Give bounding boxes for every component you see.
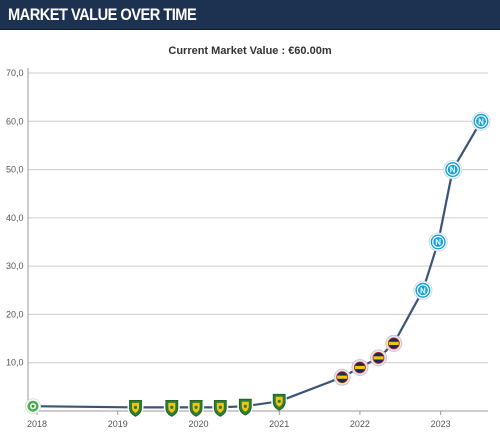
grid-lines <box>28 72 488 364</box>
axes: 70,0 60,0 50,0 40,0 30,0 20,0 10,0 2018 2019 2020… <box>6 68 488 429</box>
y-tick-label: 60,0 <box>6 116 24 126</box>
x-tick-label: 2021 <box>269 419 289 429</box>
svg-text:N: N <box>420 286 426 295</box>
data-point-green-yellow <box>212 399 229 417</box>
data-point-green-yellow <box>237 398 254 416</box>
series-line <box>32 120 482 409</box>
y-tick-label: 40,0 <box>6 213 24 223</box>
data-point-napoli: N <box>428 232 448 252</box>
data-point-green-yellow <box>188 399 205 417</box>
x-tick-label: 2023 <box>431 419 451 429</box>
y-tick-label: 10,0 <box>6 358 24 368</box>
data-point-napoli: N <box>471 111 491 131</box>
chart-subtitle: Current Market Value : €60.00m <box>168 45 332 57</box>
x-tick-label: 2020 <box>188 419 208 429</box>
x-tick-label: 2022 <box>350 419 370 429</box>
svg-text:N: N <box>435 238 441 247</box>
data-point-napoli: N <box>413 280 433 300</box>
data-point-napoli: N <box>443 160 463 180</box>
x-tick-label: 2018 <box>27 419 47 429</box>
data-point-yellow-navy <box>333 368 351 386</box>
section-header: MARKET VALUE OVER TIME <box>0 0 500 30</box>
value-line <box>32 120 482 409</box>
y-tick-label: 20,0 <box>6 309 24 319</box>
data-point-yellow-navy <box>385 334 403 352</box>
svg-text:N: N <box>478 117 484 126</box>
section-title: MARKET VALUE OVER TIME <box>8 5 197 24</box>
data-point-green-white <box>25 398 41 415</box>
data-point-green-yellow <box>163 399 180 417</box>
data-point-yellow-navy <box>351 359 369 376</box>
data-point-green-yellow <box>271 393 288 411</box>
data-points: N N N N <box>25 111 491 417</box>
data-point-yellow-navy <box>370 349 387 367</box>
data-point-green-yellow <box>127 399 144 417</box>
x-tick-label: 2019 <box>108 419 128 429</box>
svg-text:N: N <box>450 166 456 175</box>
y-tick-label: 30,0 <box>6 261 24 271</box>
y-tick-label: 50,0 <box>6 165 24 175</box>
y-tick-label: 70,0 <box>6 68 24 78</box>
